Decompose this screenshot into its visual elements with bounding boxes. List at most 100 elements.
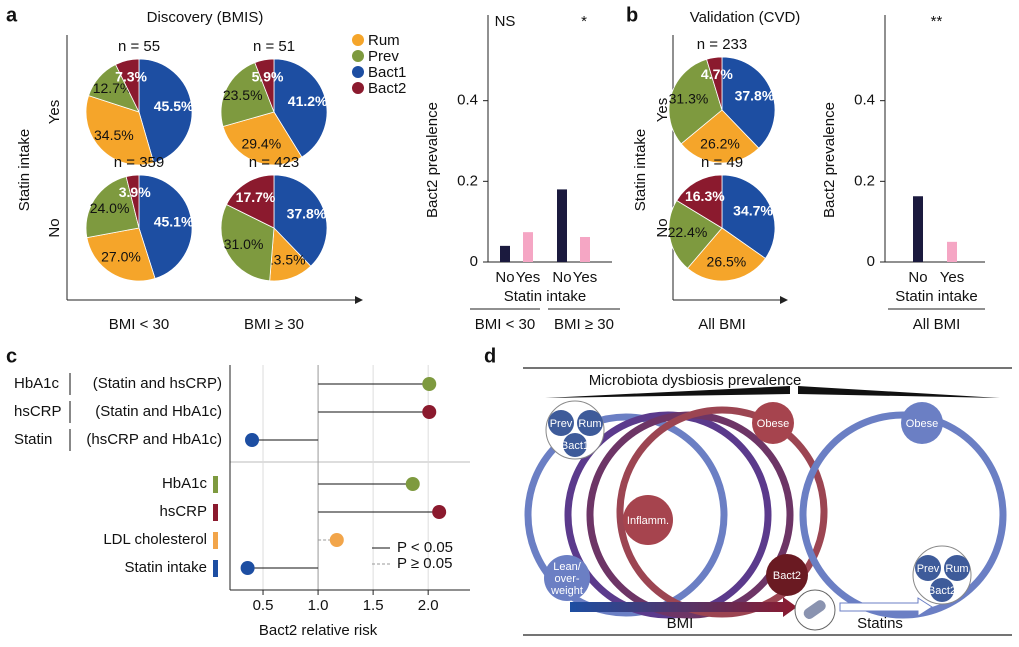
pie-label: 12.7% — [93, 80, 133, 96]
row-color — [213, 504, 218, 521]
node — [944, 555, 970, 581]
node-label: Obese — [906, 418, 938, 430]
row-label: LDL cholesterol — [103, 531, 207, 548]
legend-marker — [352, 82, 364, 94]
node-label: Inflamm. — [627, 515, 669, 527]
point — [245, 433, 260, 447]
pie-slice — [273, 174, 328, 267]
x-tick-label: Yes — [516, 269, 540, 286]
pie-label: 7.3% — [115, 69, 147, 85]
node — [915, 555, 941, 581]
ring — [616, 406, 828, 618]
legend-label: P < 0.05 — [397, 539, 453, 556]
row-qualifier: (Statin and hsCRP) — [93, 375, 222, 392]
point — [240, 561, 255, 575]
pie-slice — [138, 58, 193, 164]
y-tick-label: 0.2 — [854, 172, 875, 189]
bar — [947, 241, 957, 262]
pie-label: 37.8% — [735, 88, 775, 104]
pie-slice — [125, 174, 140, 229]
pie-label: 13.5% — [266, 252, 306, 268]
x-tick-label: Yes — [573, 269, 597, 286]
y-axis-label: Bact2 prevalence — [821, 102, 838, 218]
pie-slice — [721, 174, 776, 259]
node-label: Prev — [917, 563, 940, 575]
pie-label: 4.7% — [701, 66, 733, 82]
pie-slice — [686, 227, 766, 282]
x-tick-label: 2.0 — [418, 597, 439, 614]
ring — [799, 411, 1007, 619]
chart-title: Validation (CVD) — [690, 9, 801, 26]
row-label: HbA1c — [14, 375, 60, 392]
row-label: Yes — [46, 100, 63, 124]
y-tick-label: 0.4 — [457, 92, 478, 109]
node-label: Prev — [550, 418, 573, 430]
pie-title: n = 51 — [253, 38, 295, 55]
y-tick-label: 0.4 — [854, 92, 875, 109]
pie-slice — [220, 203, 275, 282]
bar — [557, 189, 567, 262]
node — [563, 433, 587, 457]
axis-arrow — [780, 296, 788, 304]
panel-label: d — [484, 345, 496, 367]
pie-slice — [680, 109, 760, 164]
pie-label: 3.9% — [119, 184, 151, 200]
pie-label: 16.3% — [685, 188, 725, 204]
y-tick-label: 0.2 — [457, 172, 478, 189]
legend-label: Prev — [368, 48, 399, 65]
legend-label: Rum — [368, 32, 400, 49]
pie-label: 31.3% — [669, 91, 709, 107]
bar — [500, 245, 510, 262]
pie-slice — [85, 95, 155, 166]
pie-slice — [254, 58, 275, 113]
y-axis-label: Statin intake — [632, 129, 649, 212]
row-qualifier: (Statin and HbA1c) — [95, 403, 222, 420]
pie-slice — [114, 58, 140, 113]
wedge — [798, 386, 1000, 398]
node-label: weight — [550, 585, 583, 597]
node — [623, 495, 673, 545]
node-label: Obese — [757, 418, 789, 430]
x-tick-label: 1.5 — [363, 597, 384, 614]
pie-label: 34.7% — [733, 203, 773, 219]
node-label: Lean/ — [553, 561, 581, 573]
pie-slice — [138, 174, 193, 280]
pie-label: 45.5% — [154, 98, 194, 114]
diagram: Microbiota dysbiosis prevalence Prev Rum… — [523, 367, 1012, 636]
x-axis-label: Bact2 relative risk — [259, 622, 378, 639]
group-label: Statin intake — [504, 288, 587, 305]
pie-slice — [273, 58, 328, 158]
arrow-label: BMI — [667, 615, 694, 632]
pie-slice — [668, 58, 723, 145]
legend-marker — [352, 34, 364, 46]
point — [329, 533, 344, 547]
node-label: Bact2 — [928, 585, 956, 597]
point — [405, 477, 420, 491]
pie-label: 29.4% — [241, 135, 281, 151]
pie-label: 26.2% — [700, 136, 740, 152]
pie-title: n = 359 — [114, 154, 164, 171]
node-label: Rum — [578, 418, 601, 430]
pie-title: n = 233 — [697, 36, 747, 53]
pie-label: 31.0% — [224, 236, 264, 252]
x-tick-label: No — [495, 269, 514, 286]
point — [422, 405, 437, 419]
pie-slice — [706, 56, 723, 111]
pill — [803, 600, 826, 620]
axis-arrow — [355, 296, 363, 304]
diagram-title: Microbiota dysbiosis prevalence — [589, 372, 802, 389]
column-label: BMI < 30 — [109, 316, 169, 333]
bar — [523, 232, 533, 262]
pie-label: 5.9% — [252, 68, 284, 84]
x-tick-label: Yes — [940, 269, 964, 286]
row-label: No — [46, 218, 63, 237]
point — [422, 377, 437, 391]
row-label: No — [654, 218, 671, 237]
legend-label: Bact2 — [368, 80, 406, 97]
group-name: All BMI — [913, 316, 961, 333]
node — [766, 554, 808, 596]
annotation: ** — [931, 13, 943, 30]
point — [432, 505, 447, 519]
y-tick-label: 0 — [867, 253, 875, 270]
